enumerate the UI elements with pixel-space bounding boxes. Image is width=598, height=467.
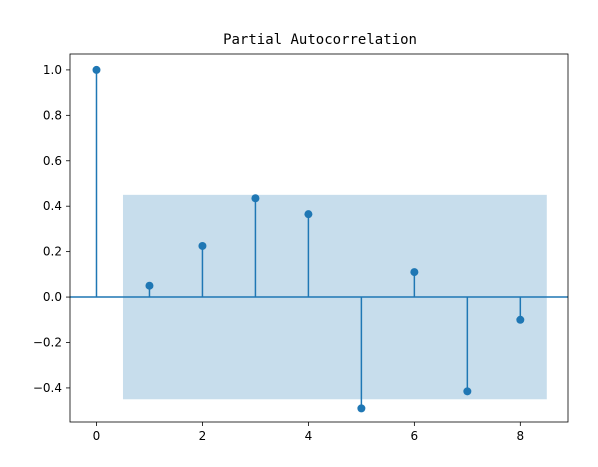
y-tick-label: 0.8 <box>43 108 62 122</box>
y-tick-label: −0.2 <box>33 335 62 349</box>
axes-frame <box>69 53 569 423</box>
y-tick-label: 0.4 <box>43 199 62 213</box>
stem-marker <box>304 210 313 219</box>
y-tick-label: 0.6 <box>43 154 62 168</box>
stem-marker <box>92 65 101 74</box>
y-tick-label: 0.2 <box>43 245 62 259</box>
chart-title: Partial Autocorrelation <box>223 32 417 48</box>
stem-marker <box>251 194 260 203</box>
x-tick-label: 0 <box>93 429 101 443</box>
plot-area <box>70 65 568 413</box>
axis-ticks: 0 2 4 6 8 −0.4 −0.2 0.0 0.2 0.4 0.6 0.8 1.0 <box>33 63 524 443</box>
stem-marker <box>145 281 154 290</box>
stem-marker <box>357 404 366 413</box>
x-tick-label: 2 <box>199 429 207 443</box>
x-tick-label: 4 <box>305 429 313 443</box>
y-tick-label: 1.0 <box>43 63 62 77</box>
y-tick-label: −0.4 <box>33 381 62 395</box>
stem-marker <box>198 241 207 250</box>
y-tick-label: 0.0 <box>43 290 62 304</box>
x-tick-label: 8 <box>516 429 524 443</box>
stem-marker <box>516 315 525 324</box>
x-tick-label: 6 <box>411 429 419 443</box>
stem-marker <box>410 268 419 277</box>
stem-marker <box>463 387 472 396</box>
